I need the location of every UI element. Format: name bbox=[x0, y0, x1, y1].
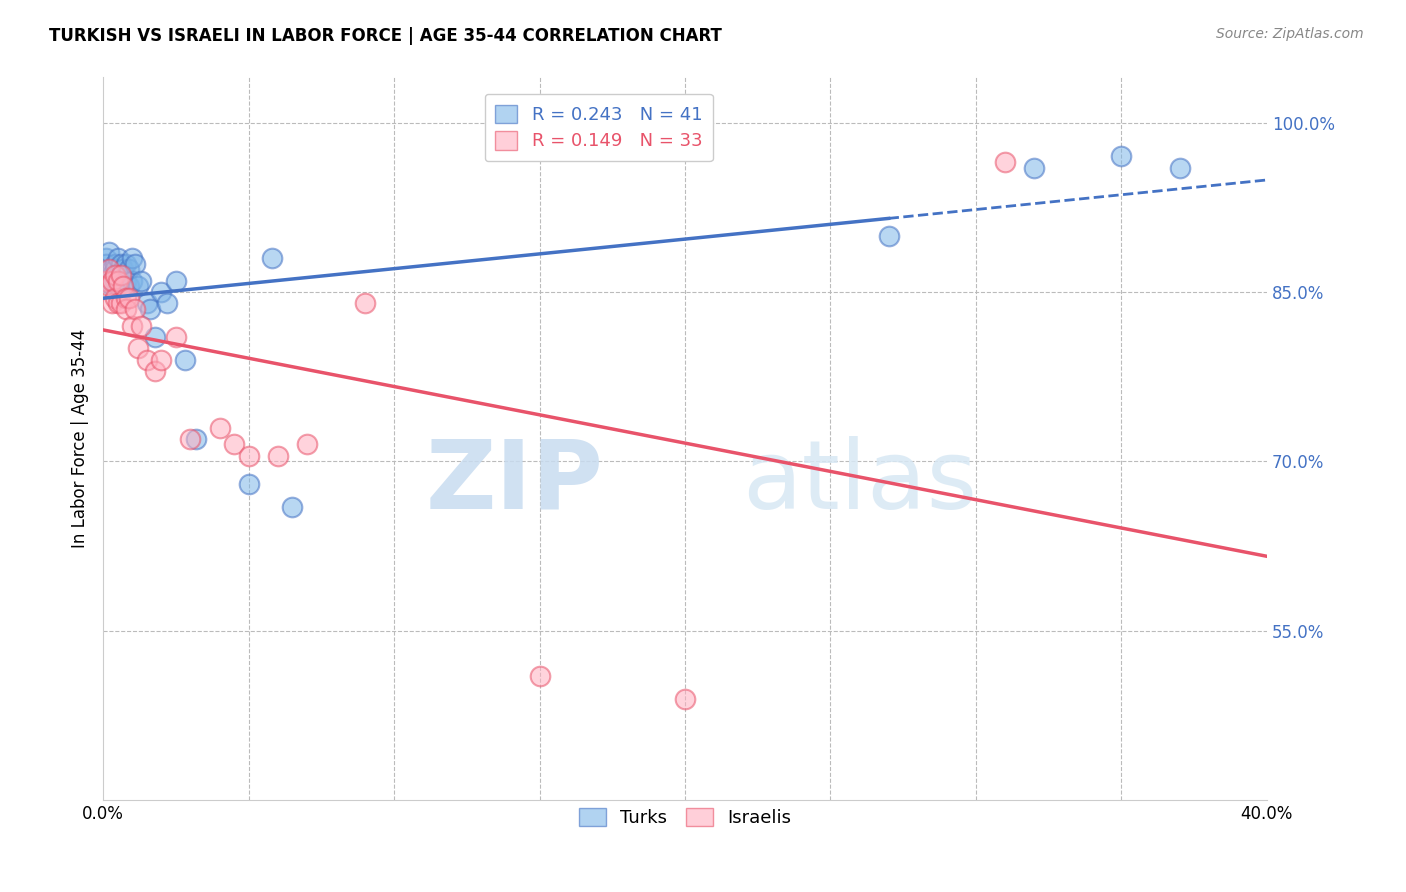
Point bbox=[110, 274, 132, 288]
Point bbox=[110, 257, 132, 271]
Point bbox=[129, 318, 152, 333]
Point bbox=[97, 245, 120, 260]
Point bbox=[101, 262, 124, 277]
Point bbox=[124, 257, 146, 271]
Point bbox=[112, 279, 135, 293]
Point bbox=[115, 274, 138, 288]
Point bbox=[135, 296, 157, 310]
Point bbox=[165, 330, 187, 344]
Point bbox=[673, 691, 696, 706]
Point bbox=[115, 257, 138, 271]
Point bbox=[104, 257, 127, 271]
Point bbox=[97, 279, 120, 293]
Point bbox=[118, 262, 141, 277]
Point bbox=[186, 432, 208, 446]
Point bbox=[994, 155, 1017, 169]
Point bbox=[1024, 161, 1046, 175]
Point bbox=[97, 274, 120, 288]
Point bbox=[107, 268, 129, 282]
Point bbox=[127, 342, 149, 356]
Point bbox=[145, 364, 167, 378]
Point bbox=[97, 262, 120, 277]
Point bbox=[127, 279, 149, 293]
Point bbox=[145, 330, 167, 344]
Point bbox=[121, 251, 143, 265]
Point bbox=[107, 296, 129, 310]
Point bbox=[115, 291, 138, 305]
Point bbox=[135, 352, 157, 367]
Point bbox=[110, 268, 132, 282]
Point bbox=[107, 274, 129, 288]
Point bbox=[165, 274, 187, 288]
Point bbox=[238, 477, 260, 491]
Point bbox=[529, 669, 551, 683]
Point bbox=[1111, 149, 1133, 163]
Text: ZIP: ZIP bbox=[426, 435, 603, 529]
Point bbox=[104, 268, 127, 282]
Point bbox=[267, 449, 290, 463]
Point bbox=[877, 228, 900, 243]
Point bbox=[173, 352, 195, 367]
Point bbox=[260, 251, 283, 265]
Point bbox=[110, 296, 132, 310]
Point bbox=[101, 268, 124, 282]
Point bbox=[295, 437, 318, 451]
Point bbox=[94, 274, 117, 288]
Point bbox=[222, 437, 245, 451]
Point bbox=[121, 318, 143, 333]
Point bbox=[112, 279, 135, 293]
Point bbox=[118, 279, 141, 293]
Point bbox=[238, 449, 260, 463]
Point bbox=[101, 274, 124, 288]
Point bbox=[94, 257, 117, 271]
Point bbox=[118, 291, 141, 305]
Point bbox=[281, 500, 304, 514]
Point bbox=[121, 274, 143, 288]
Point bbox=[156, 296, 179, 310]
Point bbox=[115, 301, 138, 316]
Point bbox=[208, 420, 231, 434]
Text: atlas: atlas bbox=[742, 435, 977, 529]
Point bbox=[104, 291, 127, 305]
Point bbox=[107, 251, 129, 265]
Point bbox=[354, 296, 377, 310]
Text: Source: ZipAtlas.com: Source: ZipAtlas.com bbox=[1216, 27, 1364, 41]
Legend: Turks, Israelis: Turks, Israelis bbox=[572, 801, 799, 835]
Point bbox=[104, 262, 127, 277]
Point bbox=[112, 262, 135, 277]
Y-axis label: In Labor Force | Age 35-44: In Labor Force | Age 35-44 bbox=[72, 329, 89, 549]
Point bbox=[150, 352, 173, 367]
Point bbox=[179, 432, 201, 446]
Point bbox=[94, 251, 117, 265]
Point bbox=[124, 301, 146, 316]
Point bbox=[101, 279, 124, 293]
Point bbox=[101, 296, 124, 310]
Text: TURKISH VS ISRAELI IN LABOR FORCE | AGE 35-44 CORRELATION CHART: TURKISH VS ISRAELI IN LABOR FORCE | AGE … bbox=[49, 27, 723, 45]
Point bbox=[107, 279, 129, 293]
Point bbox=[129, 274, 152, 288]
Point bbox=[104, 274, 127, 288]
Point bbox=[150, 285, 173, 299]
Point bbox=[1168, 161, 1191, 175]
Point bbox=[138, 301, 160, 316]
